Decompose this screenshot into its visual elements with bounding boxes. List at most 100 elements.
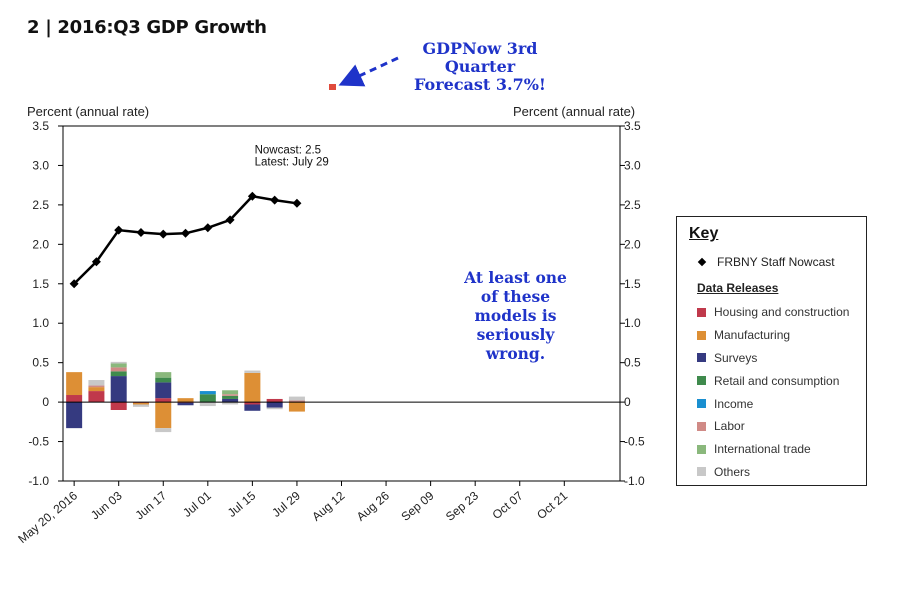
legend-item: Income bbox=[697, 392, 849, 415]
swatch-icon bbox=[697, 467, 706, 477]
bar-segment bbox=[244, 402, 261, 405]
y-tick-label-right: -1.0 bbox=[624, 474, 645, 488]
bar-segment bbox=[110, 361, 127, 364]
y-tick-label-left: 0.5 bbox=[32, 356, 49, 370]
y-tick-label-left: 3.0 bbox=[32, 158, 49, 172]
x-tick-label: Jun 03 bbox=[88, 488, 125, 522]
bar-segment bbox=[244, 372, 261, 403]
bar-segment bbox=[110, 402, 127, 410]
callout-line: Quarter bbox=[444, 57, 516, 76]
bar-segment bbox=[110, 367, 127, 372]
bar-segment bbox=[222, 402, 239, 405]
legend-item-label: Others bbox=[714, 464, 751, 479]
key-title: Key bbox=[689, 225, 719, 242]
swatch-icon bbox=[697, 376, 706, 386]
x-tick-label: Sep 09 bbox=[398, 488, 436, 523]
nowcast-annotation: Latest: July 29 bbox=[255, 157, 329, 169]
legend-item: Surveys bbox=[697, 347, 849, 370]
bar-segment bbox=[244, 370, 261, 373]
bar-segment bbox=[88, 380, 105, 386]
x-tick-label: Jul 01 bbox=[180, 488, 214, 520]
bar-segment bbox=[266, 402, 283, 408]
bar-segment bbox=[132, 402, 149, 405]
nowcast-point bbox=[136, 228, 146, 237]
models-comment: At least one of these models is seriousl… bbox=[448, 268, 583, 363]
nowcast-point bbox=[158, 229, 168, 239]
chart-title: 2 | 2016:Q3 GDP Growth bbox=[27, 17, 267, 38]
y-tick-label-left: 0 bbox=[42, 395, 49, 409]
callout-line: GDPNow 3rd bbox=[422, 39, 538, 58]
swatch-icon bbox=[697, 330, 706, 340]
bar-segment bbox=[110, 371, 127, 377]
bar-segment bbox=[66, 372, 83, 396]
y-tick-label-right: 1.0 bbox=[624, 316, 641, 330]
right-axis-label: Percent (annual rate) bbox=[513, 104, 636, 119]
comment-line: of these bbox=[480, 287, 551, 306]
swatch-icon bbox=[697, 307, 706, 317]
plot-frame bbox=[62, 125, 621, 482]
bar-segment bbox=[222, 394, 239, 396]
bar-segment bbox=[66, 402, 83, 429]
nowcast-point bbox=[247, 191, 257, 201]
bar-segment bbox=[177, 402, 194, 406]
y-tick-label-right: 0 bbox=[624, 395, 631, 409]
y-tick-label-left: -0.5 bbox=[28, 435, 49, 449]
legend-item-label: Surveys bbox=[714, 350, 758, 365]
legend-item-label: Labor bbox=[714, 419, 745, 434]
callout-arrow bbox=[338, 56, 399, 87]
bar-segment bbox=[266, 407, 283, 410]
nowcast-point bbox=[203, 223, 213, 233]
x-tick-label: Oct 21 bbox=[534, 488, 570, 522]
comment-line: models is bbox=[474, 306, 557, 325]
bar-segment bbox=[155, 398, 172, 403]
y-tick-label-left: 2.0 bbox=[32, 237, 49, 251]
gdpnow-forecast-marker bbox=[329, 84, 336, 90]
bar-segment bbox=[288, 402, 305, 412]
y-tick-label-right: 2.0 bbox=[624, 237, 641, 251]
x-tick-label: Oct 07 bbox=[490, 488, 526, 522]
bar-segment bbox=[199, 394, 216, 403]
legend-item: Manufacturing bbox=[697, 324, 849, 347]
nowcast-point bbox=[292, 198, 302, 208]
bar-segment bbox=[66, 395, 83, 403]
nowcast-point bbox=[114, 225, 124, 235]
bar-segment bbox=[155, 382, 172, 399]
swatch-icon bbox=[697, 421, 706, 431]
bar-segment bbox=[222, 395, 239, 399]
legend-nowcast: FRBNY Staff Nowcast bbox=[697, 255, 835, 269]
legend-item: Retail and consumption bbox=[697, 369, 849, 392]
bar-segment bbox=[88, 385, 105, 388]
legend-key: Key FRBNY Staff Nowcast Data Releases Ho… bbox=[676, 216, 867, 486]
x-tick-label: Sep 23 bbox=[443, 488, 481, 523]
comment-line: At least one bbox=[464, 268, 567, 287]
y-tick-label-left: 1.0 bbox=[32, 316, 49, 330]
legend-item: Labor bbox=[697, 415, 849, 438]
bar-segment bbox=[155, 377, 172, 383]
bar-segment bbox=[177, 398, 194, 403]
x-tick-label: Jul 29 bbox=[269, 488, 303, 520]
nowcast-point bbox=[91, 257, 101, 267]
y-tick-label-right: 1.5 bbox=[624, 277, 641, 291]
bar-segment bbox=[110, 376, 127, 403]
diamond-icon bbox=[697, 257, 707, 267]
y-tick-label-left: -1.0 bbox=[28, 474, 49, 488]
key-releases-title: Data Releases bbox=[697, 281, 779, 295]
y-tick-label-left: 2.5 bbox=[32, 198, 49, 212]
x-tick-label: Aug 12 bbox=[309, 488, 347, 523]
x-tick-label: Jun 17 bbox=[133, 488, 170, 522]
nowcast-point bbox=[270, 195, 280, 205]
legend-item-label: International trade bbox=[714, 442, 811, 457]
bar-segment bbox=[88, 391, 105, 403]
legend-item: Housing and construction bbox=[697, 301, 849, 324]
nowcast-point bbox=[225, 215, 235, 225]
y-tick-label-left: 1.5 bbox=[32, 277, 49, 291]
bar-segment bbox=[155, 402, 172, 429]
swatch-icon bbox=[697, 353, 706, 363]
swatch-icon bbox=[697, 444, 706, 454]
bar-segment bbox=[155, 428, 172, 433]
legend-item: Others bbox=[697, 461, 849, 484]
bar-segment bbox=[155, 372, 172, 378]
bar-segment bbox=[132, 404, 149, 407]
x-tick-label: May 20, 2016 bbox=[15, 488, 80, 546]
y-tick-label-right: 0.5 bbox=[624, 356, 641, 370]
